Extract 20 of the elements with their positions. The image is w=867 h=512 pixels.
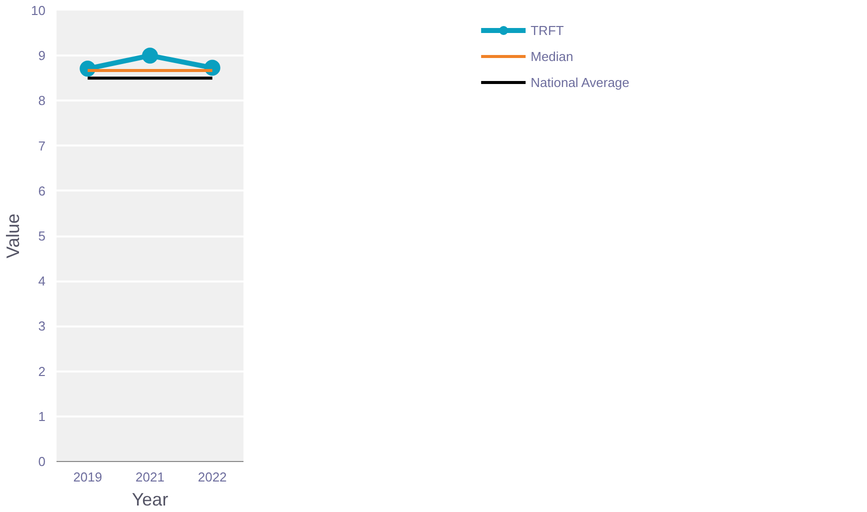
x-tick-label: 2021 — [136, 470, 164, 484]
legend-label: TRFT — [530, 22, 564, 38]
y-tick-label: 3 — [38, 318, 46, 334]
y-tick-label: 7 — [38, 138, 46, 154]
legend-label: National Average — [530, 74, 630, 90]
x-axis-title: Year — [132, 490, 168, 510]
y-axis-title: Value — [3, 214, 24, 258]
y-tick-label: 6 — [38, 183, 46, 198]
y-tick-label: 2 — [38, 364, 46, 379]
x-tick-label: 2019 — [73, 470, 102, 484]
y-tick-label: 1 — [38, 408, 46, 424]
y-tick-label: 5 — [38, 228, 46, 244]
y-tick-label: 9 — [38, 48, 46, 64]
legend-label: Median — [530, 48, 574, 64]
point — [142, 48, 158, 64]
y-tick-label: 0 — [38, 454, 46, 469]
y-tick-label: 4 — [38, 274, 46, 289]
y-tick-label: 8 — [38, 93, 46, 108]
x-tick-label: 2022 — [198, 470, 227, 484]
y-tick-label: 10 — [31, 3, 46, 18]
